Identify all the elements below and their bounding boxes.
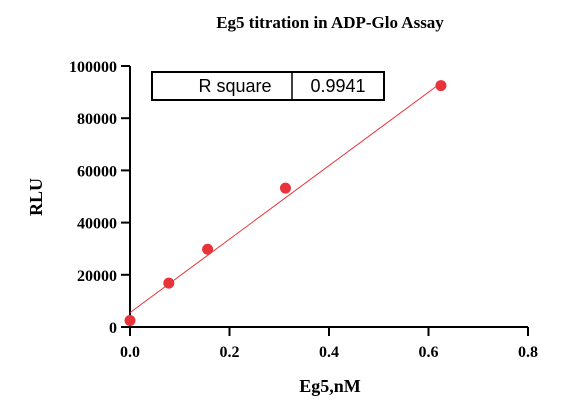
r-square-table-box <box>151 71 385 101</box>
data-point <box>279 182 291 194</box>
x-axis-label: Eg5,nM <box>299 376 361 396</box>
x-tick-label: 0.6 <box>419 344 439 361</box>
x-tick-label: 0.4 <box>319 344 339 361</box>
fit-line <box>129 82 442 314</box>
data-point <box>163 277 175 289</box>
x-axis: 0.0 0.2 0.4 0.6 0.8 <box>120 326 538 361</box>
y-tick-label: 20000 <box>77 268 117 285</box>
y-axis-label: RLU <box>26 178 46 216</box>
r-square-value: 0.9941 <box>310 76 365 96</box>
y-tick-label: 0 <box>109 320 117 337</box>
x-tick-label: 0.2 <box>220 344 240 361</box>
data-points <box>124 80 447 326</box>
x-tick-label: 0.8 <box>518 344 538 361</box>
y-tick-label: 80000 <box>77 111 117 128</box>
y-axis: 0 20000 40000 60000 80000 100000 <box>69 59 131 337</box>
data-point <box>202 243 214 255</box>
r-square-table: R square 0.9941 <box>151 71 385 101</box>
y-tick-label: 100000 <box>69 59 117 76</box>
y-tick-label: 60000 <box>77 163 117 180</box>
data-point <box>435 80 447 92</box>
fit-line-group <box>129 82 442 314</box>
y-tick-label: 40000 <box>77 216 117 233</box>
chart-title: Eg5 titration in ADP-Glo Assay <box>216 13 444 32</box>
x-tick-label: 0.0 <box>120 344 140 361</box>
data-point <box>124 314 136 326</box>
r-square-label: R square <box>198 76 271 96</box>
